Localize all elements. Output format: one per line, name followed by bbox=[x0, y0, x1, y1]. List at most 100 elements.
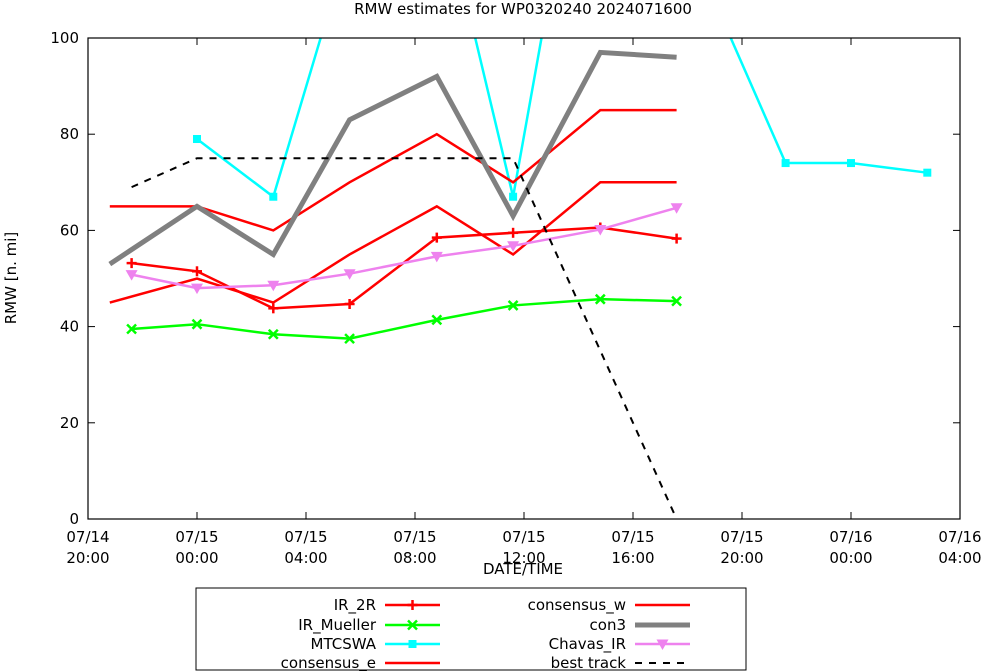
legend-entry-ir-mueller: IR_Mueller bbox=[298, 616, 440, 635]
x-b bbox=[407, 619, 418, 631]
x-b bbox=[671, 295, 682, 307]
x-tick-label-time: 12:00 bbox=[502, 549, 545, 567]
data-point-ir-mueller bbox=[267, 328, 279, 340]
data-point-ir-mueller bbox=[507, 300, 519, 311]
legend-entry-consensus-w: consensus_w bbox=[528, 596, 690, 615]
x-tick-label-date: 07/15 bbox=[393, 528, 436, 546]
legend-entry-mtcswa: MTCSWA bbox=[311, 635, 440, 653]
legend-marker bbox=[407, 619, 418, 631]
x-tick-label-date: 07/15 bbox=[611, 528, 654, 546]
data-point-ir-mueller bbox=[594, 293, 606, 305]
data-point-ir-mueller bbox=[344, 333, 355, 345]
data-point-ir-2r bbox=[671, 233, 682, 244]
legend-entry-con3: con3 bbox=[590, 616, 690, 634]
legend-label: IR_2R bbox=[334, 596, 376, 615]
series-line-chavas-ir bbox=[131, 206, 677, 290]
data-point-ir-2r bbox=[192, 266, 202, 277]
legend-label: consensus_w bbox=[528, 596, 626, 615]
x-tick-label-time: 16:00 bbox=[611, 549, 654, 567]
legend-entry-consensus-e: consensus_e bbox=[281, 654, 440, 671]
series-line-ir-2r bbox=[131, 226, 677, 310]
y-tick-label: 0 bbox=[69, 510, 79, 528]
data-point-mtcswa bbox=[923, 168, 932, 177]
data-point-chavas-ir bbox=[125, 270, 138, 281]
data-point-mtcswa bbox=[509, 192, 518, 201]
x-b bbox=[267, 328, 279, 340]
data-point-ir-2r bbox=[126, 258, 137, 269]
data-point-ir-2r bbox=[344, 298, 355, 309]
x-tick-label-time: 20:00 bbox=[720, 549, 763, 567]
series-line-best-track bbox=[131, 157, 678, 519]
series-chavas-ir bbox=[125, 203, 683, 295]
data-point-ir-mueller bbox=[191, 318, 203, 330]
legend-label: IR_Mueller bbox=[298, 616, 377, 635]
legend-entry-chavas-ir: Chavas_IR bbox=[549, 635, 690, 654]
legend-label: Chavas_IR bbox=[549, 635, 626, 654]
x-tick-label-time: 20:00 bbox=[66, 549, 109, 567]
data-point-chavas-ir bbox=[191, 283, 203, 295]
axes: 0 20 40 60 80 100 07/14 20:00 07/15 00:00 07/15 04:… bbox=[50, 29, 981, 567]
x-axis-label: DATE/TIME bbox=[483, 560, 563, 578]
data-point-ir-2r bbox=[431, 232, 442, 243]
x-b bbox=[126, 323, 137, 335]
y-tick-label: 100 bbox=[50, 29, 79, 47]
x-tick-label-date: 07/15 bbox=[502, 528, 545, 546]
data-point-mtcswa bbox=[847, 159, 855, 168]
series-layer bbox=[108, 38, 932, 519]
data-point-chavas-ir bbox=[507, 241, 520, 252]
legend-label: con3 bbox=[590, 616, 626, 634]
plot-frame bbox=[87, 37, 961, 520]
data-point-ir-mueller bbox=[431, 314, 443, 326]
x-tick-label-date: 07/16 bbox=[938, 528, 981, 546]
series-line-consensus-e bbox=[109, 181, 677, 304]
x-tick-label-time: 04:00 bbox=[938, 549, 981, 567]
data-point-ir-mueller bbox=[126, 323, 137, 335]
y-tick-label: 40 bbox=[60, 318, 79, 336]
y-tick-label: 20 bbox=[60, 414, 79, 432]
legend-box bbox=[195, 587, 747, 671]
legend-marker bbox=[407, 600, 418, 610]
legend-marker bbox=[656, 639, 669, 650]
x-b bbox=[507, 300, 519, 311]
legend-label: best track bbox=[551, 654, 627, 671]
y-tick-label: 80 bbox=[60, 125, 79, 143]
data-point-chavas-ir bbox=[670, 203, 683, 214]
data-point-mtcswa bbox=[781, 159, 790, 168]
legend-label: MTCSWA bbox=[311, 635, 377, 653]
series-consensus-e bbox=[109, 181, 677, 304]
data-point-mtcswa bbox=[269, 192, 278, 201]
data-point-ir-2r bbox=[268, 303, 279, 314]
series-mtcswa bbox=[193, 38, 932, 201]
x-b bbox=[431, 314, 443, 326]
data-point-chavas-ir bbox=[267, 280, 280, 292]
y-tick-label: 60 bbox=[60, 221, 79, 239]
x-b bbox=[344, 333, 355, 345]
x-tick-label-time: 00:00 bbox=[829, 549, 872, 567]
x-tick-label-time: 04:00 bbox=[284, 549, 327, 567]
x-tick-label-date: 07/15 bbox=[284, 528, 327, 546]
series-line-mtcswa bbox=[196, 38, 928, 199]
y-axis-label: RMW [n. mi] bbox=[2, 232, 20, 325]
x-tick-label-date: 07/15 bbox=[175, 528, 218, 546]
legend-marker bbox=[408, 640, 417, 648]
series-ir-mueller bbox=[126, 293, 682, 345]
legend-entry-best-track: best track bbox=[551, 654, 690, 671]
data-point-ir-mueller bbox=[671, 295, 682, 307]
x-tick-label-time: 08:00 bbox=[393, 549, 436, 567]
data-point-chavas-ir bbox=[594, 224, 607, 236]
chart-title: RMW estimates for WP0320240 2024071600 bbox=[354, 0, 692, 18]
x-b bbox=[594, 293, 606, 305]
data-point-ir-2r bbox=[508, 227, 519, 238]
legend-label: consensus_e bbox=[281, 654, 376, 671]
x-tick-label-date: 07/16 bbox=[829, 528, 872, 546]
series-line-ir-mueller bbox=[131, 297, 677, 340]
data-point-mtcswa bbox=[193, 135, 201, 144]
series-con3 bbox=[108, 49, 677, 267]
data-point-chavas-ir bbox=[430, 251, 443, 263]
data-point-chavas-ir bbox=[343, 269, 356, 280]
x-tick-label-date: 07/15 bbox=[720, 528, 763, 546]
legend-entry-ir-2r: IR_2R bbox=[334, 596, 440, 615]
